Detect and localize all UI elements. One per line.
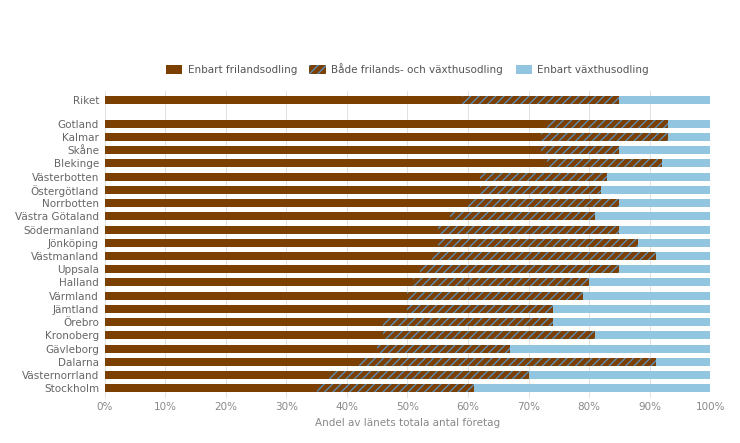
Bar [329,371,528,379]
Bar [383,331,595,339]
Bar [595,331,710,339]
Bar [104,96,462,104]
Bar [104,133,541,141]
Bar [547,120,668,128]
Bar [104,279,414,287]
Bar [437,239,638,247]
Bar [317,385,474,392]
Bar [547,159,662,167]
Bar [104,225,437,233]
Bar [480,173,608,181]
Bar [104,186,480,194]
Bar [638,239,710,247]
Bar [474,385,710,392]
Legend: Enbart frilandsodling, Både frilands- och växthusodling, Enbart växthusodling: Enbart frilandsodling, Både frilands- oc… [161,59,653,79]
Bar [450,212,595,220]
Bar [437,225,619,233]
Bar [104,120,547,128]
Bar [104,385,317,392]
Bar [104,371,329,379]
Bar [668,120,710,128]
Bar [359,358,656,366]
Bar [104,212,450,220]
Bar [408,292,583,299]
Bar [468,199,619,207]
Bar [480,186,601,194]
Bar [104,318,383,326]
Bar [383,318,553,326]
Bar [528,371,710,379]
Bar [589,279,710,287]
Bar [662,159,710,167]
Bar [104,292,408,299]
Bar [619,265,710,273]
Bar [431,252,656,260]
Bar [462,96,619,104]
Bar [104,239,437,247]
Bar [104,358,359,366]
Bar [553,305,710,313]
Bar [583,292,710,299]
X-axis label: Andel av länets totala antal företag: Andel av länets totala antal företag [314,418,500,428]
Bar [414,279,589,287]
Bar [619,225,710,233]
Bar [668,133,710,141]
Bar [541,146,619,154]
Bar [511,345,710,353]
Bar [541,133,668,141]
Bar [619,199,710,207]
Bar [104,345,377,353]
Bar [656,358,710,366]
Bar [656,252,710,260]
Bar [104,173,480,181]
Bar [104,265,420,273]
Bar [104,252,431,260]
Bar [377,345,511,353]
Bar [595,212,710,220]
Bar [408,305,553,313]
Bar [619,96,710,104]
Bar [104,199,468,207]
Bar [104,331,383,339]
Bar [104,159,547,167]
Bar [601,186,710,194]
Bar [619,146,710,154]
Bar [553,318,710,326]
Bar [104,146,541,154]
Bar [104,305,408,313]
Bar [608,173,710,181]
Bar [420,265,619,273]
